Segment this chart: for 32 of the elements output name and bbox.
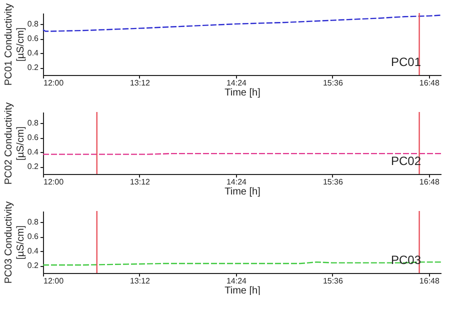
y-tick-label: 0.8 (27, 19, 40, 28)
y-axis-title: PC03 Conductivity [µS/cm] (3, 201, 26, 284)
y-tick-label: 0.4 (27, 48, 40, 58)
x-tick-label: 12:00 (44, 178, 64, 186)
y-tick-label: 0.4 (27, 148, 40, 157)
x-axis-title: Time [h] (224, 88, 261, 98)
x-tick-label: 14:24 (226, 276, 248, 286)
y-axis-title: PC01 Conductivity [µS/cm] (3, 3, 26, 86)
x-tick-label: 14:24 (226, 78, 248, 88)
x-axis-title: Time [h] (224, 186, 261, 198)
x-tick-label: 14:24 (226, 178, 248, 186)
x-tick-label: 15:36 (322, 178, 344, 186)
y-tick-label: 0.2 (27, 162, 40, 172)
x-tick-label: 16:48 (419, 178, 440, 186)
x-tick-label: 16:48 (419, 276, 440, 286)
y-axis-title: PC02 Conductivity [µS/cm] (3, 102, 26, 185)
y-tick-label: 0.2 (27, 261, 40, 270)
x-tick-label: 16:48 (419, 78, 440, 88)
x-tick-label: 13:12 (130, 276, 151, 286)
x-tick-label: 13:12 (130, 178, 151, 186)
y-tick-label: 0.6 (27, 133, 40, 142)
y-tick-label: 0.8 (27, 118, 40, 128)
y-tick-label: 0.6 (27, 232, 40, 242)
y-tick-label: 0.6 (27, 34, 40, 44)
x-tick-label: 12:00 (44, 78, 64, 88)
y-tick-label: 0.4 (27, 246, 40, 256)
y-tick-label: 0.8 (27, 217, 40, 226)
x-tick-label: 15:36 (322, 78, 344, 88)
x-tick-label: 13:12 (130, 78, 151, 88)
x-tick-label: 15:36 (322, 276, 344, 286)
x-tick-label: 12:00 (44, 276, 64, 286)
y-tick-label: 0.2 (27, 63, 40, 72)
